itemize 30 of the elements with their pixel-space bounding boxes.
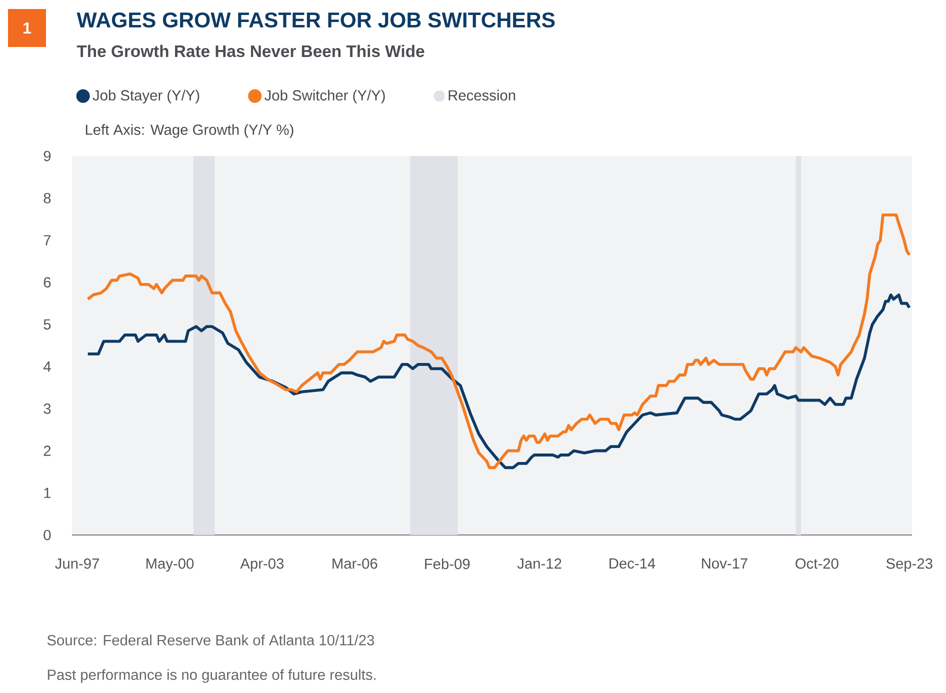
x-tick-label: Feb-09	[425, 558, 470, 570]
y-tick-label: 2	[44, 446, 51, 456]
x-tick-label: Mar-06	[332, 558, 378, 569]
x-tick-label: Dec-14	[610, 558, 656, 569]
legend-label: Recession	[448, 90, 516, 101]
y-tick-label: 3	[44, 403, 51, 414]
y-tick-label: 5	[44, 319, 51, 330]
source-note: Source: Federal Reserve Bank of Atlanta 10/11/23	[47, 634, 374, 646]
text: 1	[24, 22, 31, 34]
x-tick-label: Jan-12	[517, 558, 562, 569]
y-tick-label: 4	[43, 362, 51, 372]
y-tick-label: 1	[44, 488, 51, 498]
legend-label: Job Stayer (Y/Y)	[92, 90, 200, 104]
y-tick-label: 8	[44, 192, 51, 204]
chart-title: WAGES GROW FASTER FOR JOB SWITCHERS	[76, 12, 555, 28]
x-tick-label: May-00	[146, 558, 194, 572]
x-tick-label: Apr-03	[240, 558, 284, 572]
legend-label: Job Switcher (Y/Y)	[264, 90, 385, 104]
x-tick-label: Jun-97	[55, 558, 99, 569]
y-tick-label: 9	[44, 150, 51, 162]
chart-subtitle: The Growth Rate Has Never Been This Wide	[76, 44, 424, 58]
x-tick-label: Nov-17	[702, 558, 748, 569]
x-tick-label: Sep-23	[886, 558, 932, 572]
line-series	[86, 213, 911, 470]
x-tick-label: Oct-20	[796, 558, 838, 569]
y-tick-label: 0	[44, 530, 51, 540]
y-tick-label: 7	[44, 235, 51, 246]
text: Past performance is no guarantee of future results.	[48, 669, 376, 683]
y-tick-label: 6	[44, 277, 51, 288]
y-axis-title: Left Axis: Wage Growth (Y/Y %)	[86, 124, 294, 138]
